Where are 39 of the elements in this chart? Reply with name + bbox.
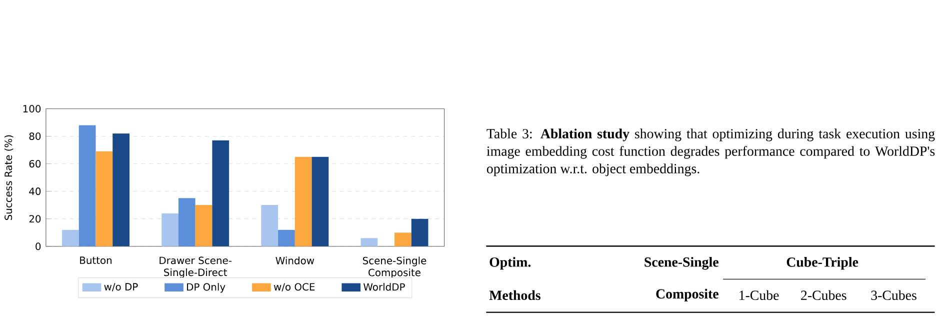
bar [312,157,329,247]
y-tick-label: 0 [36,242,41,250]
bar [411,219,428,247]
text: Scene-Single [644,257,718,270]
legend-label: w/o OCE [274,283,315,292]
x-tick-label: Drawer Scene-Single-Direct [160,256,232,278]
caption: Table 3: Ablation study showing that optimizing during task execution using image embedding cost function degrades performance compared to WorldDP's optimization w.r.t. object embeddings. [486,128,935,176]
bar [360,238,378,247]
text: Optim. [490,257,531,270]
text: Methods [489,290,540,300]
text: 1-Cube [740,290,779,300]
bar [394,232,412,247]
y-tick-label: 80 [29,132,41,140]
y-tick-label: 60 [29,160,41,168]
bar [112,134,130,247]
bar [162,214,178,247]
text: 2-Cubes [801,290,846,300]
legend-label: WorldDP [364,283,405,291]
bar [195,205,212,247]
text: Cube-Triple [786,257,858,270]
y-tick-label: 40 [29,188,41,196]
y-tick-label: 20 [29,215,41,223]
text: 3-Cubes [871,290,916,300]
x-tick-label: Scene-Single Composite [362,256,426,278]
bar [294,157,312,247]
x-tick-label: Window [276,256,314,265]
bar [278,230,295,247]
legend-label: DP Only [187,283,226,293]
text: Composite [656,289,718,302]
bar [261,205,278,247]
bar [178,198,196,247]
x-tick-label: Button [80,256,112,264]
bar [212,140,230,247]
y-axis-title: Success Rate (%) [4,136,14,220]
legend-label: w/o DP [104,283,138,292]
bar [96,152,113,247]
bar [78,125,96,247]
y-tick-label: 100 [23,105,41,113]
bar [62,230,79,247]
